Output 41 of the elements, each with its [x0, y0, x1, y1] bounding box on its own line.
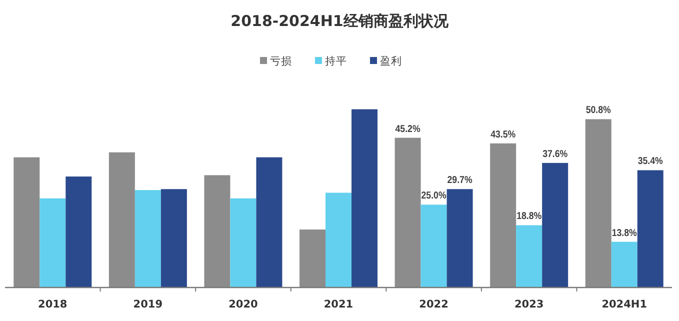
bar [66, 176, 92, 288]
bar [160, 189, 187, 288]
data-label: 18.8% [516, 211, 545, 222]
x-tick-label: 2022 [419, 298, 448, 310]
bar [637, 170, 664, 288]
bar [394, 138, 421, 288]
bar [300, 230, 326, 288]
bar [204, 175, 230, 288]
legend-label: 持平 [325, 56, 347, 68]
legend-label: 盈利 [380, 54, 402, 68]
legend-label: 亏损 [270, 56, 292, 68]
x-tick-label: 2018 [38, 298, 68, 310]
bar [108, 152, 135, 288]
data-label: 43.5% [490, 129, 519, 140]
data-label: 45.2% [395, 124, 424, 135]
bar [446, 189, 473, 288]
x-tick-label: 2019 [133, 298, 163, 310]
data-label: 37.6% [542, 148, 571, 160]
bar [420, 204, 447, 288]
bar [134, 190, 161, 288]
bar [256, 157, 282, 288]
x-tick-label: 2020 [228, 298, 258, 310]
bar [40, 198, 66, 288]
bar [14, 157, 40, 288]
bar [230, 198, 256, 288]
data-label: 35.4% [638, 156, 666, 168]
data-label: 13.8% [612, 228, 640, 239]
x-tick-label: 2024H1 [602, 298, 648, 310]
bar [542, 162, 568, 288]
bar [490, 143, 516, 288]
bar [326, 192, 352, 288]
chart-title: 2018-2024H1经销商盈利状况 [230, 12, 450, 30]
bar [585, 119, 612, 288]
bar [352, 109, 378, 288]
x-tick-label: 2021 [324, 298, 354, 310]
bar [611, 242, 638, 288]
bar [516, 225, 542, 288]
data-label: 25.0% [421, 190, 450, 202]
data-label: 50.8% [586, 105, 614, 116]
x-tick-label: 2023 [514, 298, 544, 310]
data-label: 29.7% [447, 175, 476, 186]
